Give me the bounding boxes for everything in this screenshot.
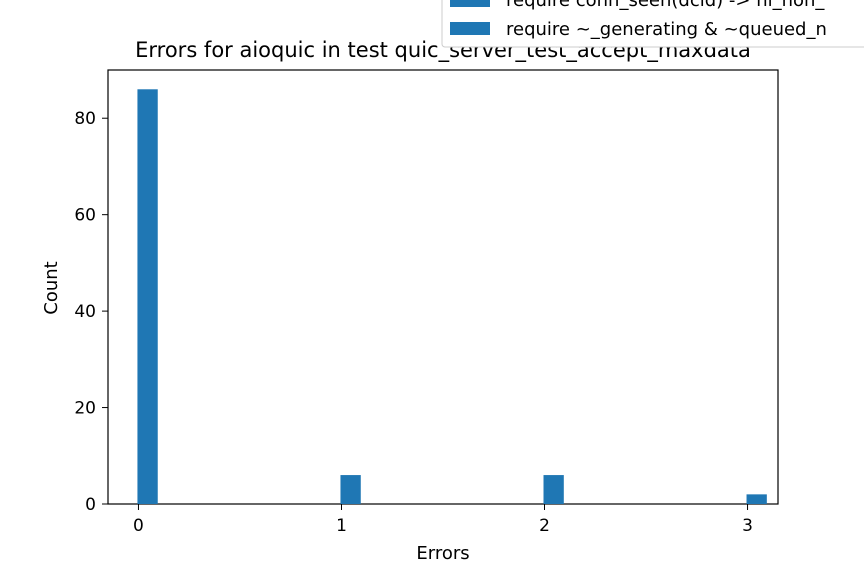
x-axis-label: Errors (416, 543, 469, 564)
bar-group (137, 89, 767, 505)
bar-errors-2 (543, 475, 564, 504)
y-tick-label-40: 40 (74, 302, 96, 322)
y-axis-label: Count (41, 261, 62, 314)
bar-errors-1 (340, 475, 361, 504)
x-tick-label-0: 0 (133, 516, 144, 536)
bar-errors-0 (137, 89, 158, 505)
legend-box (441, 0, 864, 48)
legend-swatch-1 (450, 0, 490, 7)
x-axis-ticks: 0 1 2 3 (133, 504, 753, 536)
x-tick-label-1: 1 (336, 516, 347, 536)
legend: require conn_seen(dcid) -> nl_non_ requi… (441, 0, 864, 48)
x-tick-label-3: 3 (742, 516, 753, 536)
legend-swatch-2 (450, 22, 490, 35)
plot-area (107, 69, 779, 505)
y-tick-label-0: 0 (85, 495, 96, 515)
y-tick-label-80: 80 (74, 109, 96, 129)
bar-errors-3 (746, 494, 767, 504)
y-axis-ticks: 0 20 40 60 80 (74, 109, 108, 515)
legend-entry-1: require conn_seen(dcid) -> nl_non_ (506, 0, 825, 11)
y-tick-label-60: 60 (74, 206, 96, 226)
legend-entry-2: require ~_generating & ~queued_n (506, 19, 827, 40)
y-tick-label-20: 20 (74, 399, 96, 419)
x-tick-label-2: 2 (539, 516, 550, 536)
